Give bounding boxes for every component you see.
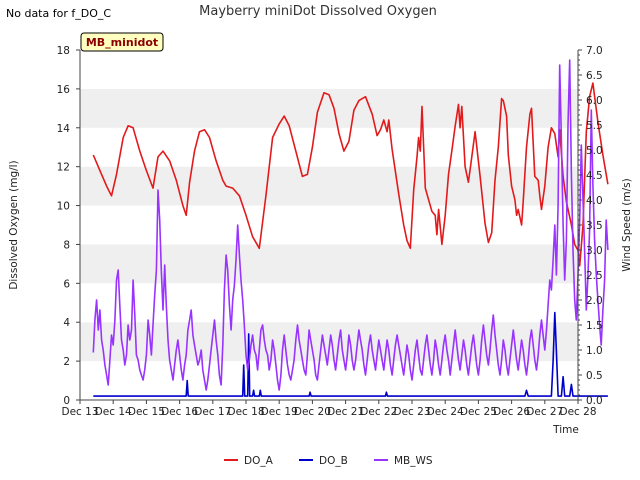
x-tick-label: Dec 21 <box>327 406 364 418</box>
legend-label: DO_B <box>319 455 348 467</box>
right-tick-label: 2.0 <box>586 295 603 307</box>
legend-label: MB_WS <box>394 455 433 467</box>
legend: DO_A DO_B MB_WS <box>224 455 433 467</box>
x-tick-label: Dec 26 <box>493 406 530 418</box>
left-tick-label: 0 <box>63 395 70 407</box>
right-tick-label: 1.0 <box>586 345 603 357</box>
series-line-do-a <box>92 82 609 267</box>
x-tick-label: Dec 22 <box>360 406 397 418</box>
x-tick-label: Dec 20 <box>294 406 331 418</box>
right-tick-label: 2.5 <box>586 270 603 282</box>
series-badge: MB_minidot <box>80 32 164 52</box>
right-tick-label: 5.0 <box>586 145 603 157</box>
right-axis-label: Wind Speed (m/s) <box>621 178 633 271</box>
x-tick-label: Dec 16 <box>161 406 198 418</box>
left-axis-label: Dissolved Oxygen (mg/l) <box>8 160 20 289</box>
right-tick-label: 5.5 <box>586 120 603 132</box>
right-axis-ticks: 0.0 0.5 1.0 1.5 2.0 2.5 3.0 3.5 4.0 4.5 5.0 5.5 6.0 6… <box>578 45 603 407</box>
x-tick-label: Dec 18 <box>227 406 264 418</box>
left-tick-label: 18 <box>57 45 70 57</box>
x-tick-label: Dec 24 <box>427 406 464 418</box>
left-tick-label: 10 <box>57 201 70 213</box>
x-axis-label: Time <box>552 424 579 436</box>
x-tick-label: Dec 25 <box>460 406 497 418</box>
no-data-note: No data for f_DO_C <box>6 7 112 20</box>
grid-band <box>80 244 578 284</box>
x-tick-label: Dec 14 <box>95 406 132 418</box>
legend-label: DO_A <box>244 455 274 467</box>
right-tick-label: 3.0 <box>586 245 603 257</box>
left-axis-ticks: 0 2 4 6 8 10 12 14 16 18 <box>57 45 80 407</box>
badge-label: MB_minidot <box>86 36 158 49</box>
right-tick-label: 4.0 <box>586 195 603 207</box>
right-tick-label: 7.0 <box>586 45 603 57</box>
series-line-do-b <box>93 311 608 397</box>
left-tick-label: 14 <box>57 123 71 135</box>
right-tick-label: 6.5 <box>586 70 603 82</box>
grid-bands <box>80 50 578 400</box>
left-tick-label: 16 <box>57 84 71 96</box>
x-tick-label: Dec 13 <box>61 406 98 418</box>
grid-band <box>80 361 578 400</box>
left-tick-label: 6 <box>63 278 70 290</box>
x-tick-label: Dec 23 <box>393 406 430 418</box>
right-tick-label: 6.0 <box>586 95 603 107</box>
left-tick-label: 2 <box>63 356 70 368</box>
x-tick-label: Dec 27 <box>526 406 563 418</box>
x-tick-label: Dec 15 <box>128 406 165 418</box>
grid-band <box>80 205 578 245</box>
grid-band <box>80 50 578 89</box>
chart-title: Mayberry miniDot Dissolved Oxygen <box>199 4 437 19</box>
right-tick-label: 3.5 <box>586 220 603 232</box>
right-tick-label: 0.0 <box>586 395 603 407</box>
x-tick-label: Dec 28 <box>559 406 596 418</box>
right-tick-label: 1.5 <box>586 320 603 332</box>
grid-band <box>80 127 578 167</box>
right-tick-label: 0.5 <box>586 370 603 382</box>
left-tick-label: 8 <box>63 239 70 251</box>
left-tick-label: 12 <box>57 162 70 174</box>
left-tick-label: 4 <box>63 317 70 329</box>
plot-series <box>92 59 609 397</box>
right-tick-label: 4.5 <box>586 170 603 182</box>
x-tick-label: Dec 17 <box>194 406 231 418</box>
series-line-mb-ws <box>92 59 609 391</box>
x-tick-label: Dec 19 <box>261 406 298 418</box>
